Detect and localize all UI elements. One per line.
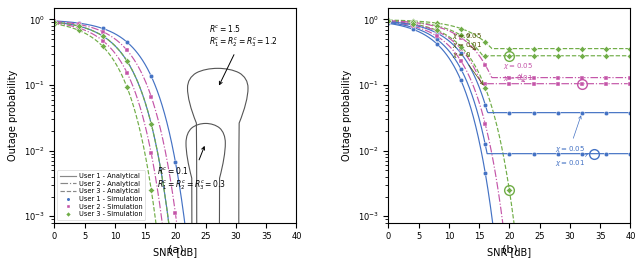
X-axis label: SNR [dB]: SNR [dB]: [487, 247, 531, 257]
Text: (a): (a): [168, 245, 183, 255]
Y-axis label: Outage probability: Outage probability: [8, 70, 18, 161]
Text: $\chi = 0.01$: $\chi = 0.01$: [452, 40, 482, 50]
Text: $\chi = 0.05$: $\chi = 0.05$: [452, 31, 482, 41]
Text: $\chi = 0$: $\chi = 0$: [0, 264, 1, 265]
Legend: User 1 - Analytical, User 2 - Analytical, User 3 - Analytical, User 1 - Simulati: User 1 - Analytical, User 2 - Analytical…: [57, 170, 145, 220]
Text: $\chi = 0.01$: $\chi = 0.01$: [555, 154, 588, 168]
Y-axis label: Outage probability: Outage probability: [342, 70, 352, 161]
Text: $R^c = 0.1$
$R_1^c = R_2^c = R_3^c= 0.3$: $R^c = 0.1$ $R_1^c = R_2^c = R_3^c= 0.3$: [157, 147, 227, 192]
Text: $\chi = 0$: $\chi = 0$: [0, 264, 1, 265]
Text: $\chi = 0.05$: $\chi = 0.05$: [555, 116, 585, 154]
Text: $\chi = 0.05$: $\chi = 0.05$: [503, 61, 533, 77]
Text: $R^c = 1.5$
$R_1^c = R_2^c = R_3^c=1.2$: $R^c = 1.5$ $R_1^c = R_2^c = R_3^c=1.2$: [209, 23, 277, 85]
Text: (b): (b): [502, 245, 517, 255]
Text: $\chi = 0$: $\chi = 0$: [452, 50, 483, 85]
Text: $\chi = 0.01$: $\chi = 0.01$: [503, 73, 533, 83]
X-axis label: SNR [dB]: SNR [dB]: [154, 247, 198, 257]
